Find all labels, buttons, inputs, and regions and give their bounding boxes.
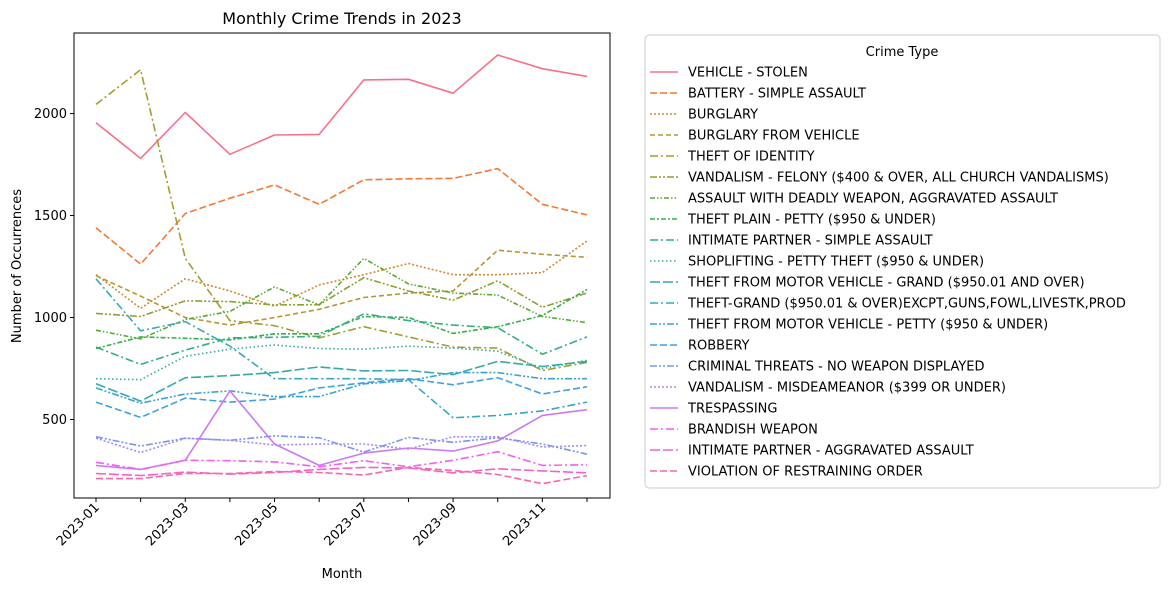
series-line-20 bbox=[96, 466, 588, 485]
y-axis: 500 1000 1500 2000 bbox=[34, 107, 74, 428]
series-line-14 bbox=[95, 376, 588, 419]
legend-label: VANDALISM - MISDEAMEANOR ($399 OR UNDER) bbox=[688, 381, 1006, 396]
series-line-16 bbox=[95, 435, 588, 454]
series-line-15 bbox=[95, 434, 588, 455]
series-line-13 bbox=[95, 371, 587, 405]
series-line-6 bbox=[95, 276, 588, 318]
series-line-12 bbox=[95, 278, 588, 419]
series-line-4 bbox=[95, 249, 588, 326]
legend-label: ROBBERY bbox=[688, 339, 750, 354]
legend-label: INTIMATE PARTNER - AGGRAVATED ASSAULT bbox=[688, 444, 974, 459]
legend: Crime Type VEHICLE - STOLEN BATTERY - SIM… bbox=[644, 34, 1161, 489]
x-axis-label: Month bbox=[322, 567, 363, 582]
series-line-10 bbox=[95, 344, 588, 381]
series-line-5 bbox=[95, 68, 588, 372]
legend-label: TRESPASSING bbox=[687, 402, 777, 417]
legend-label: THEFT PLAIN - PETTY ($950 & UNDER) bbox=[687, 213, 936, 228]
plot-area bbox=[73, 32, 611, 499]
legend-label: BURGLARY bbox=[688, 108, 758, 123]
legend-label: VEHICLE - STOLEN bbox=[688, 66, 808, 81]
series-line-18 bbox=[95, 450, 588, 471]
series-line-17 bbox=[95, 390, 588, 471]
y-tick-label: 1000 bbox=[34, 311, 67, 326]
chart-title: Monthly Crime Trends in 2023 bbox=[222, 9, 461, 28]
y-axis-label: Number of Occurrences bbox=[10, 189, 25, 343]
x-tick-label: 2023-05 bbox=[232, 500, 281, 549]
series-line-2 bbox=[95, 167, 588, 265]
legend-label: ASSAULT WITH DEADLY WEAPON, AGGRAVATED A… bbox=[688, 192, 1058, 207]
x-tick-label: 2023-11 bbox=[500, 500, 549, 549]
series-line-3 bbox=[95, 240, 588, 310]
legend-label: THEFT FROM MOTOR VEHICLE - GRAND ($950.0… bbox=[687, 276, 1085, 291]
x-tick-label: 2023-03 bbox=[143, 500, 192, 549]
legend-label: THEFT-GRAND ($950.01 & OVER)EXCPT,GUNS,F… bbox=[687, 297, 1126, 312]
y-tick-label: 500 bbox=[42, 413, 67, 428]
x-tick-label: 2023-07 bbox=[322, 500, 371, 549]
x-axis: 2023-01 2023-03 2023-05 2023-07 2023-09 2023-… bbox=[54, 498, 588, 549]
legend-label: BATTERY - SIMPLE ASSAULT bbox=[688, 87, 866, 102]
legend-label: INTIMATE PARTNER - SIMPLE ASSAULT bbox=[688, 234, 933, 249]
y-tick-label: 1500 bbox=[34, 209, 67, 224]
y-tick-label: 2000 bbox=[34, 107, 67, 122]
legend-title: Crime Type bbox=[866, 45, 939, 60]
legend-label: VANDALISM - FELONY ($400 & OVER, ALL CHU… bbox=[688, 171, 1109, 186]
series-line-9 bbox=[95, 312, 588, 366]
legend-label: THEFT OF IDENTITY bbox=[687, 150, 815, 165]
legend-label: BRANDISH WEAPON bbox=[688, 423, 818, 438]
plot-frame bbox=[73, 32, 611, 499]
series-line-7 bbox=[95, 257, 588, 340]
legend-label: BURGLARY FROM VEHICLE bbox=[688, 129, 860, 144]
x-tick-label: 2023-01 bbox=[54, 500, 103, 549]
legend-frame bbox=[644, 34, 1161, 489]
legend-label: VIOLATION OF RESTRAINING ORDER bbox=[688, 465, 923, 480]
series-line-8 bbox=[95, 288, 588, 350]
legend-label: THEFT FROM MOTOR VEHICLE - PETTY ($950 &… bbox=[687, 318, 1048, 333]
series-line-1 bbox=[95, 54, 588, 160]
x-tick-label: 2023-09 bbox=[411, 500, 460, 549]
series-line-19 bbox=[95, 466, 588, 477]
legend-label: SHOPLIFTING - PETTY THEFT ($950 & UNDER) bbox=[688, 255, 984, 270]
series-line-11 bbox=[95, 360, 588, 402]
legend-label: CRIMINAL THREATS - NO WEAPON DISPLAYED bbox=[688, 360, 985, 375]
